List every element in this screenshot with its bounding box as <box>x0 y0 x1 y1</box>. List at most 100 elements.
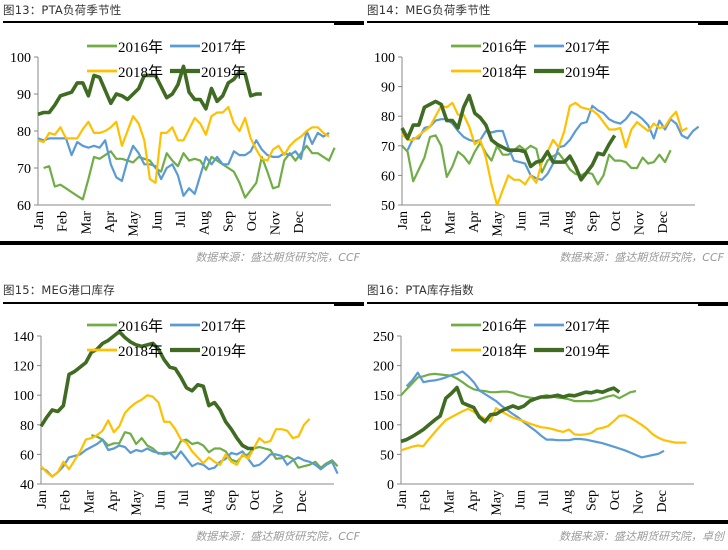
x-tick-label: Nov <box>632 490 647 514</box>
bottom-divider <box>364 241 728 245</box>
x-tick-label: Oct <box>248 490 263 510</box>
chart-title: 图15：MEG港口库存 <box>3 283 115 297</box>
legend-label: 2019年 <box>201 64 246 81</box>
x-tick-label: Jun <box>150 211 165 230</box>
x-tick-label: Sep <box>221 211 236 232</box>
panel-fig14: 图14：MEG负荷季节性 50 60 70 80 90 100 Jan Feb Mar Apr Ma… <box>364 0 728 275</box>
series-line-2018 <box>40 394 311 478</box>
x-tick-label: Dec <box>295 490 310 513</box>
x-tick-label: Dec <box>292 211 307 234</box>
series-line-2019 <box>400 385 621 444</box>
series-line-2016 <box>43 144 336 201</box>
legend-item: 2018年 <box>87 64 163 81</box>
x-tick-label: Oct <box>608 490 623 510</box>
y-tick-label: 80 <box>17 125 31 140</box>
y-tick-label: 200 <box>373 360 394 375</box>
x-tick-label: Feb <box>419 490 434 511</box>
x-tick-label: Apr <box>103 211 118 233</box>
x-tick-label: Aug <box>198 211 213 235</box>
legend-item: 2016年 <box>451 318 527 335</box>
bottom-divider <box>364 520 728 524</box>
title-divider-accent <box>698 23 728 25</box>
legend-item: 2019年 <box>534 343 610 360</box>
x-tick-label: Jan <box>396 211 411 230</box>
title-divider-accent <box>334 23 364 25</box>
legend-label: 2019年 <box>565 343 610 360</box>
legend-item: 2018年 <box>451 64 527 81</box>
legend-label: 2017年 <box>201 318 246 335</box>
x-tick-label: Sep <box>224 490 239 511</box>
x-tick-label: Sep <box>585 211 600 232</box>
legend-label: 2017年 <box>565 39 610 56</box>
x-tick-label: Jan <box>395 490 410 509</box>
legend: 2016年 2017年 2018年 2019年 <box>451 39 610 81</box>
x-tick-label: Apr <box>106 490 121 512</box>
y-tick-label: 140 <box>13 330 34 345</box>
bottom-divider <box>0 241 364 245</box>
series-line-2017 <box>40 438 339 478</box>
series-line-2019 <box>39 329 254 451</box>
title-divider <box>367 21 728 23</box>
x-tick-label: Nov <box>633 211 648 235</box>
legend-label: 2016年 <box>482 318 527 335</box>
x-tick-label: Dec <box>656 211 671 234</box>
legend-label: 2018年 <box>482 64 527 81</box>
line-chart: 50 60 70 80 90 100 Jan Feb Mar Apr May Jun Jul Aug Sep… <box>374 39 700 237</box>
y-tick-label: 60 <box>20 448 34 463</box>
line-chart: 40 60 80 100 120 140 Jan Feb Mar Apr May Jun Jul Aug S… <box>13 318 339 516</box>
y-tick-label: 60 <box>17 199 31 214</box>
x-tick-label: Nov <box>269 211 284 235</box>
x-tick-label: Jul <box>537 490 552 506</box>
data-source: 数据来源：盛达期货研究院，CCF <box>195 530 360 543</box>
x-tick-label: Mar <box>443 211 458 235</box>
x-tick-label: Jul <box>538 211 553 227</box>
y-tick-label: 50 <box>381 199 395 214</box>
x-tick-label: May <box>491 211 506 237</box>
chart-title: 图13：PTA负荷季节性 <box>3 3 122 17</box>
x-tick-label: Feb <box>56 211 71 232</box>
x-tick-label: Apr <box>466 490 481 512</box>
legend-item: 2017年 <box>534 39 610 56</box>
line-chart: 0 50 100 150 200 250 Jan Feb Mar Apr May Jun Jul Aug S… <box>373 318 694 516</box>
title-divider <box>367 302 728 304</box>
x-tick-label: Jun <box>513 490 528 509</box>
series-line-2016 <box>91 431 339 469</box>
chart-title: 图16：PTA库存指数 <box>367 283 474 297</box>
legend-label: 2018年 <box>482 343 527 360</box>
x-tick-label: Jun <box>514 211 529 230</box>
series-line-2018 <box>37 105 330 184</box>
legend-label: 2017年 <box>201 39 246 56</box>
title-divider <box>3 302 364 304</box>
series-line-2019 <box>37 64 262 117</box>
x-tick-label: Mar <box>79 211 94 235</box>
x-tick-label: Jul <box>177 490 192 506</box>
legend-item: 2019年 <box>170 64 246 81</box>
y-tick-label: 80 <box>381 110 395 125</box>
y-tick-label: 70 <box>17 162 31 177</box>
legend-item: 2017年 <box>170 318 246 335</box>
y-tick-label: 60 <box>381 169 395 184</box>
legend-item: 2017年 <box>534 318 610 335</box>
title-divider <box>3 21 364 23</box>
y-tick-label: 40 <box>20 478 34 493</box>
legend-label: 2019年 <box>201 343 246 360</box>
y-tick-label: 100 <box>373 419 394 434</box>
legend-item: 2017年 <box>170 39 246 56</box>
bottom-divider <box>0 520 364 524</box>
y-tick-label: 120 <box>13 360 34 375</box>
x-tick-label: Jan <box>35 490 50 509</box>
legend-label: 2018年 <box>118 343 163 360</box>
legend: 2016年 2017年 2018年 2019年 <box>87 318 246 360</box>
x-tick-label: Jun <box>153 490 168 509</box>
panel-fig13: 图13：PTA负荷季节性 60 70 80 90 100 Jan Feb Mar Apr May J… <box>0 0 364 275</box>
y-tick-label: 100 <box>374 51 395 66</box>
x-tick-label: Apr <box>467 211 482 233</box>
x-tick-label: Sep <box>584 490 599 511</box>
x-tick-label: Nov <box>272 490 287 514</box>
x-tick-label: Aug <box>562 211 577 235</box>
legend-item: 2019年 <box>534 64 610 81</box>
legend: 2016年 2017年 2018年 2019年 <box>87 39 246 81</box>
y-tick-label: 90 <box>381 81 395 96</box>
legend-item: 2016年 <box>87 318 163 335</box>
data-source: 数据来源：盛达期货研究院，CCF <box>195 251 360 264</box>
